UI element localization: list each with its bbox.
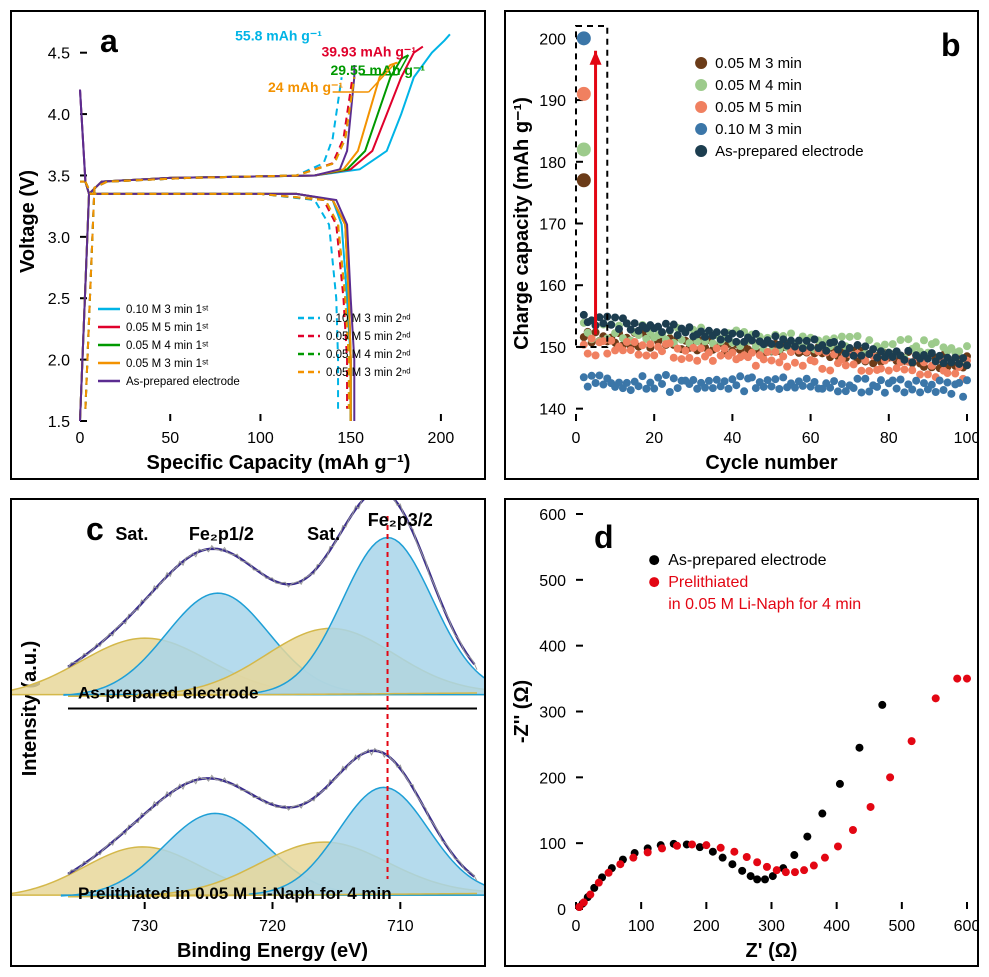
svg-text:b: b xyxy=(941,27,961,63)
svg-text:0.05 M 3 min 1ˢᵗ: 0.05 M 3 min 1ˢᵗ xyxy=(126,358,209,370)
svg-text:c: c xyxy=(86,511,104,547)
svg-text:Fe₂p3/2: Fe₂p3/2 xyxy=(368,510,433,530)
svg-text:600: 600 xyxy=(539,507,566,524)
svg-text:0.05 M 3 min: 0.05 M 3 min xyxy=(715,55,802,72)
svg-text:Binding Energy (eV): Binding Energy (eV) xyxy=(177,940,368,962)
svg-text:0.05 M 5 min: 0.05 M 5 min xyxy=(715,99,802,116)
svg-text:3.5: 3.5 xyxy=(48,168,70,185)
svg-text:d: d xyxy=(594,519,614,555)
svg-text:190: 190 xyxy=(539,93,566,110)
svg-text:2.0: 2.0 xyxy=(48,353,70,370)
svg-text:As-prepared electrode: As-prepared electrode xyxy=(78,683,258,702)
svg-text:Intensity (a.u.): Intensity (a.u.) xyxy=(19,640,41,776)
svg-text:0: 0 xyxy=(76,430,85,447)
svg-text:0: 0 xyxy=(557,902,566,919)
svg-text:1.5: 1.5 xyxy=(48,414,70,431)
svg-text:Sat.: Sat. xyxy=(115,524,148,544)
svg-text:0.05 M 5 min 1ˢᵗ: 0.05 M 5 min 1ˢᵗ xyxy=(126,322,209,334)
svg-text:150: 150 xyxy=(337,430,364,447)
svg-text:0.05 M 3 min 2ⁿᵈ: 0.05 M 3 min 2ⁿᵈ xyxy=(326,367,411,379)
panel-b: 0 20 40 60 80 100 140 150 160 170 180 190 200 Cycle n… xyxy=(504,10,980,480)
svg-text:0.05 M 4 min 2ⁿᵈ: 0.05 M 4 min 2ⁿᵈ xyxy=(326,349,411,361)
svg-text:100: 100 xyxy=(627,918,654,935)
svg-text:150: 150 xyxy=(539,340,566,357)
svg-text:a: a xyxy=(100,23,118,59)
svg-text:Prelithiated: Prelithiated xyxy=(668,574,748,591)
svg-text:40: 40 xyxy=(723,430,741,447)
svg-text:100: 100 xyxy=(953,430,979,447)
svg-text:2.5: 2.5 xyxy=(48,291,70,308)
svg-text:180: 180 xyxy=(539,155,566,172)
svg-text:0.10 M 3 min 1ˢᵗ: 0.10 M 3 min 1ˢᵗ xyxy=(126,304,209,316)
svg-text:20: 20 xyxy=(645,430,663,447)
svg-text:170: 170 xyxy=(539,217,566,234)
svg-text:3.0: 3.0 xyxy=(48,230,70,247)
svg-text:500: 500 xyxy=(539,572,566,589)
svg-text:As-prepared electrode: As-prepared electrode xyxy=(715,143,863,160)
svg-text:Fe₂p1/2: Fe₂p1/2 xyxy=(189,524,254,544)
svg-text:24 mAh g⁻¹: 24 mAh g⁻¹ xyxy=(268,79,343,95)
svg-text:80: 80 xyxy=(879,430,897,447)
svg-text:200: 200 xyxy=(539,31,566,48)
svg-text:730: 730 xyxy=(131,918,158,935)
svg-text:0.05 M 4 min: 0.05 M 4 min xyxy=(715,77,802,94)
svg-text:As-prepared electrode: As-prepared electrode xyxy=(126,376,240,388)
svg-text:0: 0 xyxy=(571,430,580,447)
svg-text:Z' (Ω): Z' (Ω) xyxy=(745,940,797,962)
svg-text:200: 200 xyxy=(692,918,719,935)
svg-text:in 0.05 M Li-Naph for 4 min: in 0.05 M Li-Naph for 4 min xyxy=(668,596,861,613)
svg-text:Cycle number: Cycle number xyxy=(705,452,837,474)
svg-text:60: 60 xyxy=(801,430,819,447)
svg-text:140: 140 xyxy=(539,402,566,419)
svg-text:100: 100 xyxy=(539,836,566,853)
svg-text:200: 200 xyxy=(539,770,566,787)
figure-grid: 0501001502001.52.02.53.03.54.04.5Specifi… xyxy=(10,10,979,967)
panel-d: 0 100 200 300 400 500 600 0 100 200 300 400 500 600 Z'… xyxy=(504,498,980,968)
svg-text:Charge capacity (mAh g⁻¹): Charge capacity (mAh g⁻¹) xyxy=(511,97,533,350)
svg-text:As-prepared electrode: As-prepared electrode xyxy=(668,552,826,569)
svg-text:0: 0 xyxy=(571,918,580,935)
svg-text:Voltage (V): Voltage (V) xyxy=(17,170,39,273)
svg-text:50: 50 xyxy=(161,430,179,447)
svg-text:Specific Capacity (mAh g⁻¹): Specific Capacity (mAh g⁻¹) xyxy=(147,452,411,474)
svg-text:160: 160 xyxy=(539,278,566,295)
svg-text:600: 600 xyxy=(953,918,979,935)
svg-text:Prelithiated in 0.05 M Li-Naph: Prelithiated in 0.05 M Li-Naph for 4 min xyxy=(78,884,392,903)
svg-text:55.8 mAh g⁻¹: 55.8 mAh g⁻¹ xyxy=(235,27,322,43)
svg-text:710: 710 xyxy=(387,918,414,935)
svg-text:4.5: 4.5 xyxy=(48,46,70,63)
svg-text:100: 100 xyxy=(247,430,274,447)
panel-a: 0 50 100 150 200 1.5 2.0 2.5 3.0 3.5 4.0 4.5 Specifi… xyxy=(10,10,486,480)
svg-text:0.10 M 3 min 2ⁿᵈ: 0.10 M 3 min 2ⁿᵈ xyxy=(326,313,411,325)
svg-text:0.05 M 5 min 2ⁿᵈ: 0.05 M 5 min 2ⁿᵈ xyxy=(326,331,411,343)
svg-text:0.05 M 4 min 1ˢᵗ: 0.05 M 4 min 1ˢᵗ xyxy=(126,340,209,352)
svg-text:300: 300 xyxy=(539,704,566,721)
panel-c: 730 720 710 Binding Energy (eV) Intensity (a… xyxy=(10,498,486,968)
svg-text:200: 200 xyxy=(428,430,455,447)
svg-text:-Z'' (Ω): -Z'' (Ω) xyxy=(511,679,533,742)
svg-text:39.93 mAh g⁻¹: 39.93 mAh g⁻¹ xyxy=(321,43,416,59)
svg-text:500: 500 xyxy=(888,918,915,935)
svg-text:300: 300 xyxy=(758,918,785,935)
svg-text:0.10 M 3 min: 0.10 M 3 min xyxy=(715,121,802,138)
svg-text:Sat.: Sat. xyxy=(307,524,340,544)
svg-text:720: 720 xyxy=(259,918,286,935)
svg-text:4.0: 4.0 xyxy=(48,107,70,124)
svg-text:400: 400 xyxy=(823,918,850,935)
svg-text:400: 400 xyxy=(539,638,566,655)
